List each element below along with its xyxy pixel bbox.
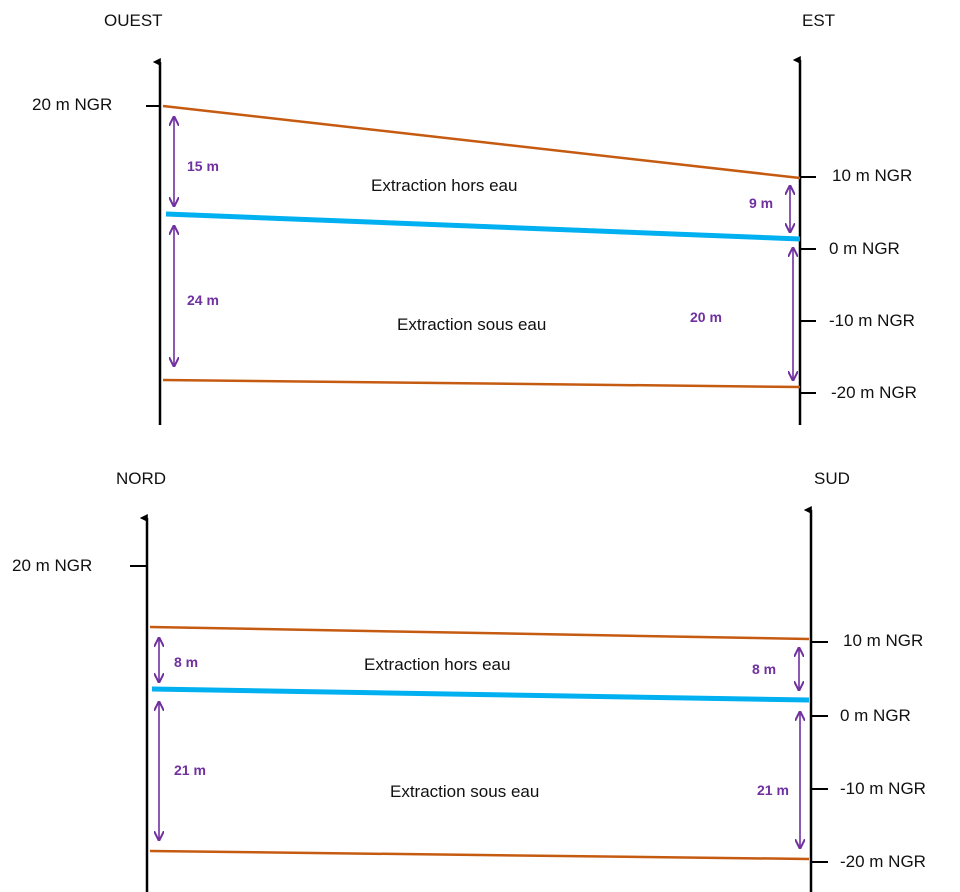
dim-left-upper-label: 8 m bbox=[174, 654, 198, 670]
zone-hors-eau-label: Extraction hors eau bbox=[364, 655, 510, 674]
extraction-bottom-line bbox=[149, 849, 810, 861]
dim-right-upper-label: 8 m bbox=[752, 661, 776, 677]
terrain-top-line bbox=[149, 625, 810, 641]
label-right-minus20m: -20 m NGR bbox=[840, 852, 926, 871]
label-right-minus10m: -10 m NGR bbox=[840, 779, 926, 798]
label-left-20m: 20 m NGR bbox=[12, 556, 92, 575]
dim-left-lower-label: 21 m bbox=[174, 762, 206, 778]
zone-sous-eau-label: Extraction sous eau bbox=[397, 315, 546, 334]
dim-left-upper-label: 15 m bbox=[187, 158, 219, 174]
zone-hors-eau-label: Extraction hors eau bbox=[371, 176, 517, 195]
dim-left-lower-label: 24 m bbox=[187, 292, 219, 308]
nord-title: NORD bbox=[116, 469, 166, 488]
water-table-line bbox=[165, 211, 801, 242]
label-right-10m: 10 m NGR bbox=[843, 631, 923, 650]
label-right-0m: 0 m NGR bbox=[840, 706, 911, 725]
ouest-title: OUEST bbox=[104, 11, 163, 30]
water-table-line bbox=[151, 686, 810, 703]
terrain-top-line bbox=[162, 104, 801, 180]
label-left-20m: 20 m NGR bbox=[32, 95, 112, 114]
dim-right-lower-label: 20 m bbox=[690, 309, 722, 325]
extraction-bottom-line bbox=[162, 378, 801, 389]
label-right-10m: 10 m NGR bbox=[832, 166, 912, 185]
section-nord-sud: NORD SUD 20 m NGR 10 m NGR 0 m NGR -10 m… bbox=[12, 469, 926, 892]
sud-title: SUD bbox=[814, 469, 850, 488]
dim-right-lower-label: 21 m bbox=[757, 782, 789, 798]
section-ouest-est: OUEST EST 20 m NGR 10 m NGR 0 m NGR -10 … bbox=[32, 11, 917, 425]
label-right-minus20m: -20 m NGR bbox=[831, 383, 917, 402]
dim-right-upper-label: 9 m bbox=[749, 195, 773, 211]
label-right-minus10m: -10 m NGR bbox=[829, 311, 915, 330]
est-title: EST bbox=[802, 11, 835, 30]
zone-sous-eau-label: Extraction sous eau bbox=[390, 782, 539, 801]
label-right-0m: 0 m NGR bbox=[829, 239, 900, 258]
